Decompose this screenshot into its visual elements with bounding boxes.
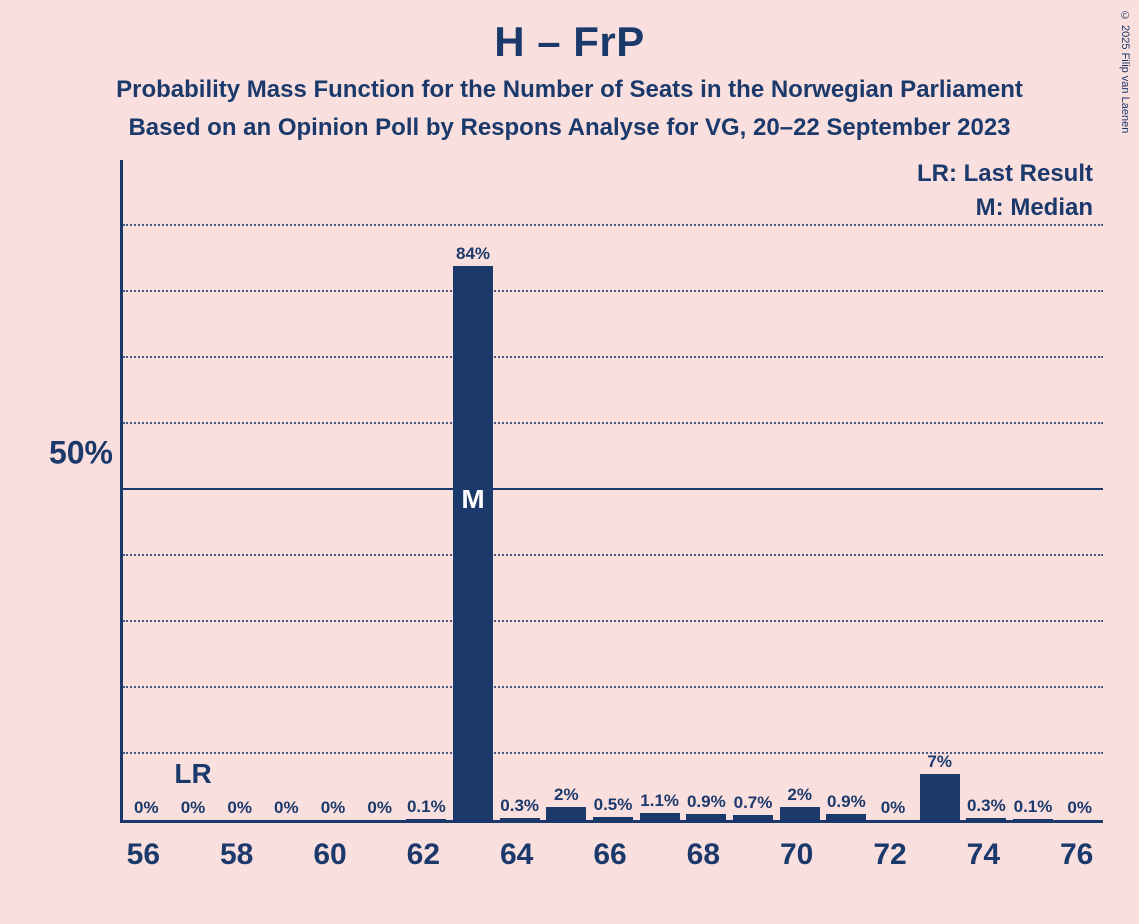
gridline [123,422,1103,424]
chart-area: LR: Last Result M: Median 0%0%LR0%0%0%0%… [40,160,1110,910]
bar-value-label: 0.5% [594,795,633,817]
bar-value-label: 1.1% [640,791,679,813]
bar [406,819,446,820]
gridline [123,224,1103,226]
gridline [123,488,1103,490]
bar-value-label: 0% [321,798,346,820]
x-axis-label: 60 [313,838,346,872]
bar [966,818,1006,820]
x-axis-label: 58 [220,838,253,872]
x-axis-label: 76 [1060,838,1093,872]
last-result-marker: LR [174,758,211,790]
bars-container: 0%0%LR0%0%0%0%0.1%84%M0.3%2%0.5%1.1%0.9%… [123,160,1103,820]
bar-value-label: 84% [456,244,490,266]
y-axis-label: 50% [49,435,113,472]
bar-value-label: 2% [787,785,812,807]
bar [733,815,773,820]
bar-value-label: 0.7% [734,793,773,815]
x-axis-label: 70 [780,838,813,872]
gridline [123,554,1103,556]
bar [640,813,680,820]
bar-value-label: 0% [227,798,252,820]
x-axis-label: 74 [967,838,1000,872]
bar-value-label: 0% [134,798,159,820]
x-axis-label: 62 [407,838,440,872]
bar-value-label: 0% [274,798,299,820]
chart-subtitle-2: Based on an Opinion Poll by Respons Anal… [0,114,1139,142]
gridline [123,620,1103,622]
bar [780,807,820,820]
bar [546,807,586,820]
bar-value-label: 0% [1067,798,1092,820]
bar-value-label: 0.1% [1014,797,1053,819]
bar-value-label: 0.9% [687,792,726,814]
bar [453,266,493,820]
x-axis-label: 68 [687,838,720,872]
bar-value-label: 7% [927,752,952,774]
bar-value-label: 0.1% [407,797,446,819]
x-axis-labels: 56 58 60 62 64 66 68 70 72 74 76 [120,828,1100,878]
gridline [123,290,1103,292]
gridline [123,752,1103,754]
x-axis-label: 64 [500,838,533,872]
bar [686,814,726,820]
plot-area: LR: Last Result M: Median 0%0%LR0%0%0%0%… [120,160,1103,823]
bar [826,814,866,820]
bar [593,817,633,820]
gridline [123,356,1103,358]
x-axis-label: 72 [873,838,906,872]
bar-value-label: 0.9% [827,792,866,814]
bar [1013,819,1053,820]
bar-value-label: 0.3% [500,796,539,818]
x-axis-label: 66 [593,838,626,872]
gridline [123,686,1103,688]
x-axis-label: 56 [127,838,160,872]
chart-title: H – FrP [0,0,1139,66]
copyright-text: © 2025 Filip van Laenen [1119,10,1131,133]
chart-subtitle-1: Probability Mass Function for the Number… [0,76,1139,104]
bar [920,774,960,820]
bar-value-label: 2% [554,785,579,807]
bar-value-label: 0.3% [967,796,1006,818]
bar-value-label: 0% [367,798,392,820]
bar [500,818,540,820]
bar-value-label: 0% [881,798,906,820]
bar-value-label: 0% [181,798,206,820]
